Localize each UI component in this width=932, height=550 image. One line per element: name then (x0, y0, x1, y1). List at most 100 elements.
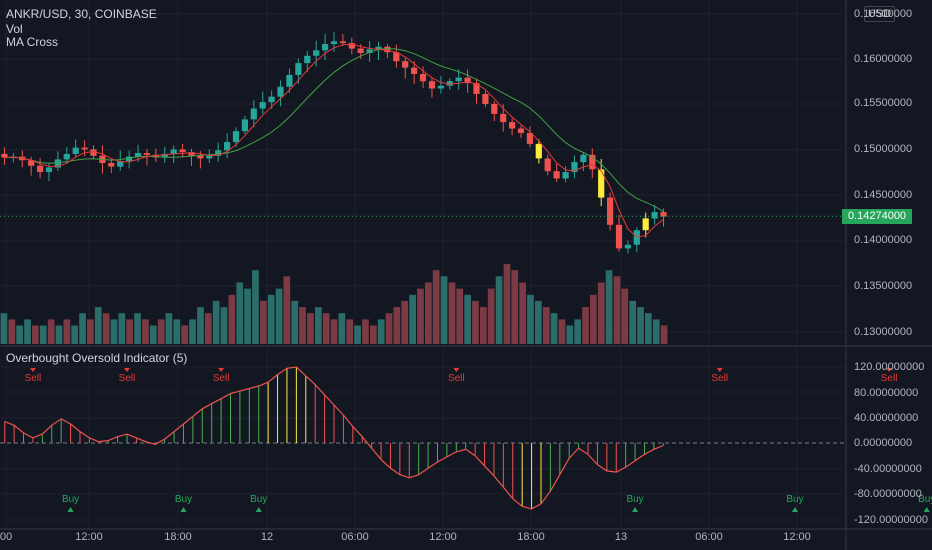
volume-bar (283, 276, 291, 344)
candle-body (126, 156, 133, 162)
volume-bar (32, 325, 39, 344)
candle-body (526, 133, 533, 144)
candle-body (232, 131, 240, 143)
volume-bar (181, 325, 189, 344)
volume-bar (432, 270, 440, 344)
volume-bar (330, 319, 338, 344)
price-tick: 0.13000000 (854, 326, 913, 338)
time-tick: 06:00 (341, 531, 369, 543)
volume-bar (409, 294, 416, 344)
candle-body (179, 149, 186, 153)
sell-marker (29, 368, 36, 372)
volume-bar (590, 294, 597, 344)
osc-tick: -120.00000000 (854, 514, 929, 526)
candle-body (268, 96, 275, 103)
volume-bar (393, 307, 401, 344)
volume-bar (456, 288, 464, 344)
candle-body (607, 197, 614, 225)
volume-bar (204, 313, 212, 344)
volume-bar (244, 288, 251, 344)
volume-bar (629, 300, 636, 344)
candle-body (37, 165, 44, 173)
osc-tick: 120.00000000 (854, 361, 925, 373)
candles (1, 32, 667, 254)
volume-bar (71, 325, 78, 344)
volume-bar (487, 288, 495, 344)
candle-body (428, 81, 436, 89)
candle-body (500, 113, 507, 123)
volume-bar (173, 319, 181, 344)
volume-bar (165, 313, 173, 344)
candle-body (482, 94, 489, 104)
volume-bar (307, 313, 314, 344)
price-tick: 0.16500000 (854, 8, 913, 20)
volume-bar (102, 313, 110, 344)
ma-slow-line (4, 47, 664, 213)
volume-bar (189, 319, 196, 344)
volume-bar (126, 319, 133, 344)
symbol-title: ANKR/USD, 30, COINBASE (6, 7, 157, 21)
candle-body (313, 50, 320, 56)
volume-bar (401, 300, 409, 344)
sell-label: Sell (881, 373, 898, 384)
volume-bar (338, 313, 346, 344)
price-tick: 0.14000000 (854, 234, 913, 246)
buy-marker (923, 507, 930, 512)
volume-bar (87, 319, 94, 344)
volume-bar (558, 319, 566, 344)
oscillator-title[interactable]: Overbought Oversold Indicator (5) (6, 351, 188, 365)
volume-bar (597, 282, 605, 344)
volume-bar (24, 319, 31, 344)
candle-body (446, 81, 453, 86)
volume-bar (637, 307, 644, 344)
candle-body (90, 149, 97, 156)
volume-bar (621, 288, 629, 344)
volume-bar (542, 307, 550, 344)
candle-body (402, 61, 409, 68)
candle-body (419, 74, 427, 82)
candle-body (509, 122, 516, 129)
volume-bar (527, 294, 534, 344)
volume-bar (134, 313, 141, 344)
candle-body (598, 169, 605, 198)
price-tick: 0.13500000 (854, 280, 913, 292)
candle-body (393, 52, 400, 62)
sell-marker (218, 368, 225, 372)
volume-bar (480, 307, 487, 344)
osc-tick: 0.00000000 (854, 437, 913, 449)
oscillator-histogram (4, 367, 664, 509)
candle-body (161, 153, 168, 158)
buy-marker (67, 507, 74, 512)
candle-body (339, 41, 346, 44)
volume-bar (370, 325, 377, 344)
volume-bar (377, 319, 385, 344)
time-tick: 00 (0, 531, 13, 543)
candle-body (322, 44, 329, 51)
ma-cross-legend[interactable]: MA Cross (6, 35, 59, 49)
candle-body (54, 159, 61, 168)
candle-body (660, 212, 667, 217)
volume-bar (464, 294, 471, 344)
time-tick: 18:00 (517, 531, 545, 543)
osc-tick: 40.00000000 (854, 412, 919, 424)
currency-badge[interactable]: USD (864, 6, 896, 22)
volume-bar (228, 294, 236, 344)
candle-body (651, 212, 658, 219)
volume-bar (252, 270, 259, 344)
buy-marker (180, 507, 187, 512)
volume-bar (550, 313, 558, 344)
volume-bar (291, 300, 299, 344)
osc-tick: -80.00000000 (854, 488, 922, 500)
candle-body (295, 63, 302, 75)
sell-marker (453, 368, 460, 372)
candle-body (589, 154, 596, 170)
volume-bar (448, 282, 456, 344)
oscillator-line (4, 366, 664, 510)
candle-body (197, 155, 204, 159)
sell-marker (124, 368, 131, 372)
volume-legend[interactable]: Vol (6, 22, 23, 36)
osc-tick: -40.00000000 (854, 463, 922, 475)
candle-body (215, 150, 222, 156)
price-tick: 0.14500000 (854, 189, 913, 201)
